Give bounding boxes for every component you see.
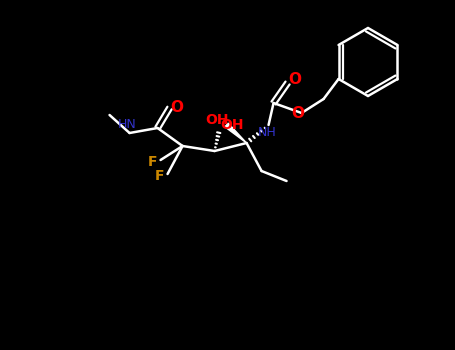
Text: F: F: [148, 155, 157, 169]
Text: HN: HN: [118, 119, 137, 132]
Text: O: O: [170, 99, 183, 114]
Text: O: O: [288, 72, 301, 88]
Polygon shape: [225, 123, 247, 143]
Text: OH: OH: [205, 113, 228, 127]
Text: OH: OH: [220, 118, 243, 132]
Text: F: F: [155, 169, 164, 183]
Text: NH: NH: [258, 126, 277, 140]
Text: O: O: [291, 106, 304, 121]
